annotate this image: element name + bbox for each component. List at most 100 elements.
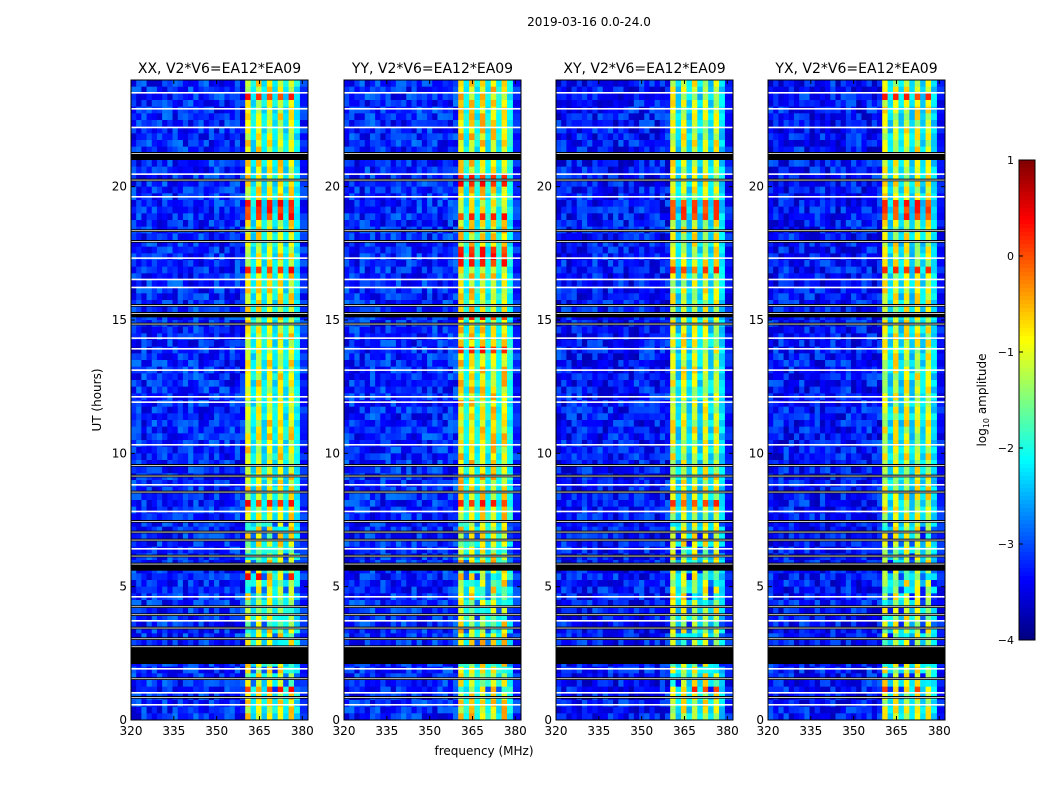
colorbar-cell — [1019, 280, 1035, 285]
colorbar-cell — [1019, 360, 1035, 365]
colorbar-cell — [1019, 476, 1035, 481]
blank-row — [131, 401, 308, 403]
blank-row — [344, 396, 521, 398]
colorbar-cell — [1019, 312, 1035, 317]
colorbar-cell — [1019, 192, 1035, 197]
flagged-row-gap — [344, 646, 521, 647]
colorbar-cell — [1019, 416, 1035, 421]
blank-row — [556, 369, 733, 371]
flagged-row-gap — [768, 313, 945, 314]
flagged-row-gap — [556, 465, 733, 466]
flagged-row-gap — [768, 628, 945, 629]
blank-row — [768, 548, 945, 550]
colorbar-cell — [1019, 388, 1035, 393]
blank-row — [556, 596, 733, 598]
colorbar-cell — [1019, 172, 1035, 177]
colorbar-cell — [1019, 560, 1035, 565]
y-tick-label: 15 — [112, 313, 127, 327]
flagged-row-gap — [556, 614, 733, 615]
y-tick-label: 10 — [749, 446, 764, 460]
blank-row — [556, 484, 733, 486]
flagged-row-gap — [768, 241, 945, 242]
colorbar-cell — [1019, 484, 1035, 489]
flagged-row-gap — [556, 313, 733, 314]
flagged-row-gap — [344, 492, 521, 493]
colorbar-cell — [1019, 308, 1035, 313]
heatmap-image — [344, 80, 522, 721]
flagged-row-gap — [556, 646, 733, 647]
blank-row — [768, 257, 945, 259]
flagged-row-gap — [768, 476, 945, 477]
flagged-row-gap — [556, 697, 733, 698]
colorbar-tick-label: −2 — [998, 442, 1014, 455]
colorbar-cell — [1019, 176, 1035, 181]
blank-row — [344, 548, 521, 550]
colorbar-cell — [1019, 352, 1035, 357]
colorbar-cell — [1019, 264, 1035, 269]
flagged-row-gap — [344, 521, 521, 522]
blank-row — [556, 692, 733, 694]
flagged-row-gap — [131, 465, 308, 466]
flagged-row-gap — [768, 230, 945, 231]
blank-row — [556, 668, 733, 670]
flagged-row-gap — [131, 305, 308, 306]
x-tick-label: 350 — [418, 724, 441, 738]
x-tick-label: 365 — [248, 724, 271, 738]
colorbar-cell — [1019, 236, 1035, 241]
flagged-row-gap — [768, 646, 945, 647]
heatmap-image — [768, 80, 946, 721]
flagged-row-gap — [768, 678, 945, 679]
blank-row — [768, 108, 945, 110]
colorbar-cell — [1019, 392, 1035, 397]
flagged-row — [344, 312, 521, 317]
flagged-row-gap — [768, 153, 945, 154]
blank-row — [556, 401, 733, 403]
flagged-row-gap — [344, 697, 521, 698]
blank-row — [344, 511, 521, 513]
colorbar-cell — [1019, 544, 1035, 549]
flagged-row-gap — [131, 564, 308, 565]
colorbar-cell — [1019, 576, 1035, 581]
colorbar-cell — [1019, 516, 1035, 521]
blank-row — [131, 484, 308, 486]
y-tick-label: 20 — [325, 180, 340, 194]
colorbar-cell — [1019, 512, 1035, 517]
blank-row — [131, 511, 308, 513]
colorbar-cell — [1019, 396, 1035, 401]
blank-row — [131, 287, 308, 289]
colorbar-cell — [1019, 620, 1035, 625]
flagged-row-gap — [131, 628, 308, 629]
colorbar-cell — [1019, 200, 1035, 205]
colorbar-cell — [1019, 188, 1035, 193]
blank-row — [556, 548, 733, 550]
flagged-row-gap — [556, 230, 733, 231]
colorbar-tick-label: 1 — [1007, 154, 1014, 167]
flagged-row-gap — [344, 564, 521, 565]
x-tick-label: 335 — [375, 724, 398, 738]
blank-row — [768, 596, 945, 598]
blank-row — [768, 620, 945, 622]
colorbar-cell — [1019, 344, 1035, 349]
blank-row — [768, 692, 945, 694]
blank-row — [768, 401, 945, 403]
y-tick-label: 20 — [112, 180, 127, 194]
flagged-row-gap — [556, 521, 733, 522]
colorbar-cell — [1019, 536, 1035, 541]
colorbar-cell — [1019, 480, 1035, 485]
blank-row — [344, 369, 521, 371]
blank-row — [556, 396, 733, 398]
flagged-row-gap — [344, 540, 521, 541]
blank-row — [768, 173, 945, 175]
x-tick-label: 350 — [842, 724, 865, 738]
blank-row — [344, 620, 521, 622]
colorbar-cell — [1019, 440, 1035, 445]
blank-row — [131, 173, 308, 175]
blank-row — [556, 257, 733, 259]
blank-row — [344, 173, 521, 175]
colorbar-label-tail: amplitude — [975, 354, 989, 418]
colorbar-cell — [1019, 276, 1035, 281]
flagged-row — [556, 312, 733, 317]
